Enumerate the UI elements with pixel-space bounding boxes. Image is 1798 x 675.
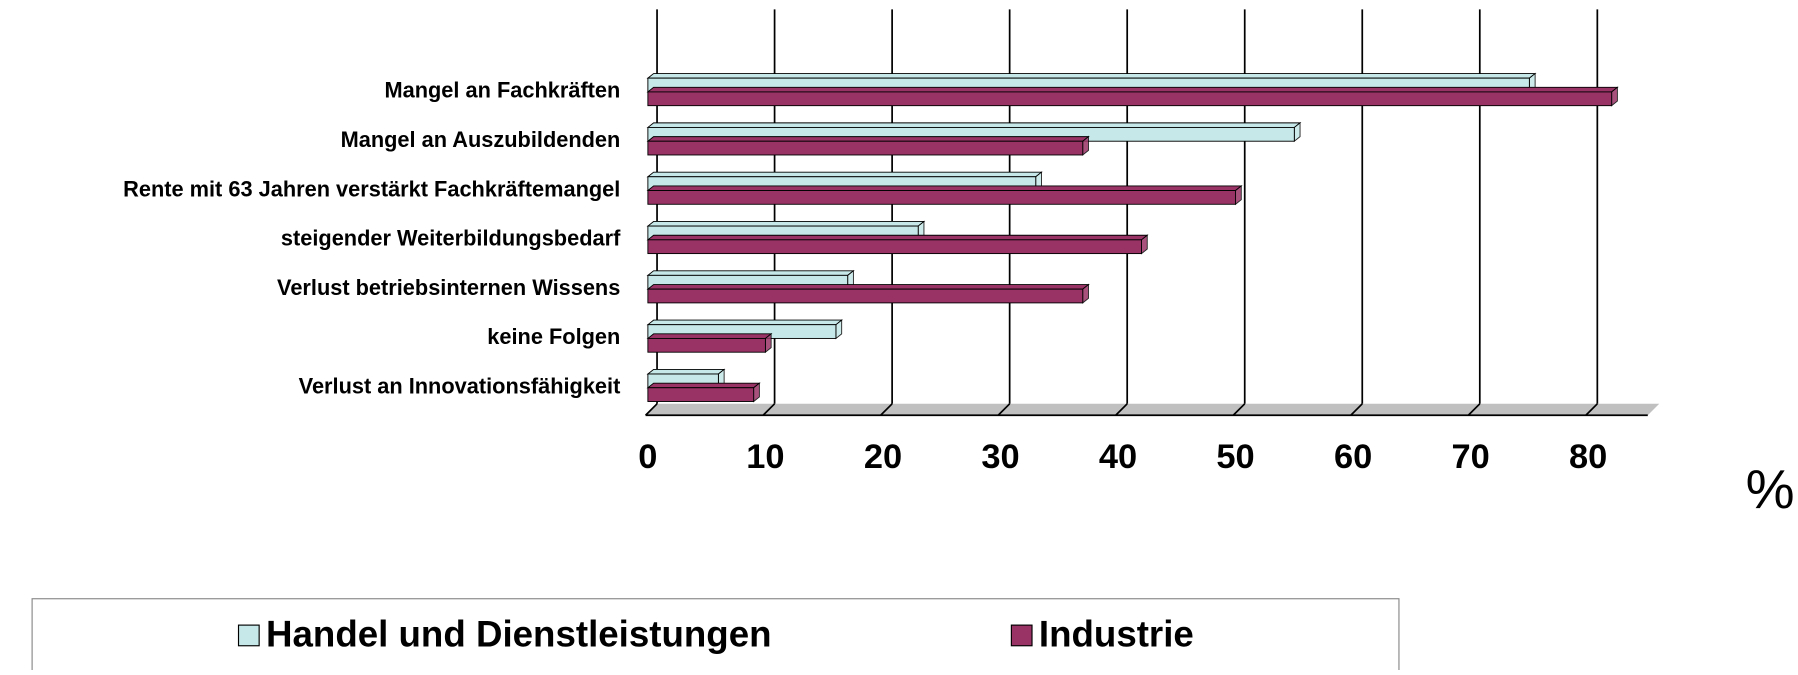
x-tick-label: 0 <box>638 438 657 476</box>
bar <box>647 337 766 353</box>
bar <box>647 239 1142 255</box>
tick-mark <box>1585 403 1598 416</box>
y-tick-label: Verlust betriebsinternen Wissens <box>277 275 620 300</box>
legend-label: Handel und Dienstleistungen <box>266 613 772 654</box>
bar <box>647 288 1084 304</box>
bar-top <box>646 284 1090 290</box>
tick-mark <box>880 403 893 416</box>
x-tick-label: 10 <box>746 438 784 476</box>
x-tick-label: 50 <box>1216 438 1254 476</box>
bar <box>647 91 1613 107</box>
bar-top <box>646 382 761 389</box>
legend <box>31 598 1400 675</box>
y-tick-label: Mangel an Fachkräften <box>384 78 620 103</box>
bar-top <box>646 319 843 326</box>
x-tick-label: 80 <box>1569 438 1607 476</box>
floor <box>645 403 1660 416</box>
legend-swatch <box>1010 624 1033 647</box>
y-tick-label: Rente mit 63 Jahren verstärkt Fachkräfte… <box>123 176 620 201</box>
tick-mark <box>644 403 658 416</box>
y-tick-label: steigender Weiterbildungsbedarf <box>281 226 621 251</box>
bar-top <box>646 86 1619 93</box>
bar-top <box>646 221 926 227</box>
tick-mark <box>997 403 1011 416</box>
bar <box>647 140 1084 156</box>
bar-top <box>646 234 1149 241</box>
bar <box>647 387 755 402</box>
bar-top <box>646 368 726 375</box>
tick-mark <box>1467 403 1481 416</box>
x-tick-label: 60 <box>1334 438 1372 476</box>
bar <box>647 190 1237 205</box>
bar-top <box>646 73 1537 79</box>
bar-top <box>646 171 1043 178</box>
x-axis-label: % <box>1746 458 1795 520</box>
tick-mark <box>1232 403 1246 416</box>
bar-top <box>646 270 855 276</box>
bar-top <box>646 136 1090 142</box>
y-tick-label: Mangel an Auszubildenden <box>341 127 621 152</box>
x-tick-label: 20 <box>864 438 902 476</box>
x-tick-label: 40 <box>1099 438 1137 476</box>
x-tick-label: 30 <box>981 438 1019 476</box>
legend-swatch <box>237 624 260 647</box>
tick-mark <box>1115 403 1128 416</box>
tick-mark <box>1350 403 1363 416</box>
y-tick-label: keine Folgen <box>487 324 620 349</box>
tick-mark <box>762 403 776 416</box>
legend-label: Industrie <box>1039 613 1194 654</box>
y-tick-label: Verlust an Innovationsfähigkeit <box>299 373 621 398</box>
bar-top <box>646 333 773 339</box>
x-tick-label: 70 <box>1451 438 1489 476</box>
bar-top <box>646 185 1243 191</box>
bar-top <box>646 122 1302 128</box>
